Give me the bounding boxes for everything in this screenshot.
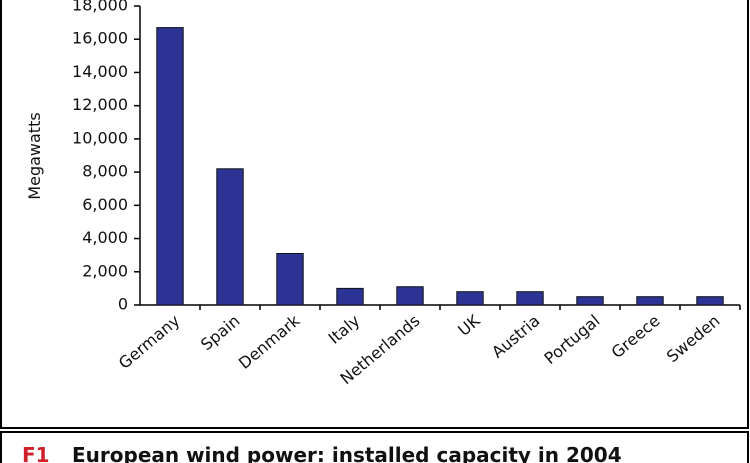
y-axis-label: Megawatts [25,112,44,199]
x-tick-label: Austria [488,311,544,362]
bar [276,253,304,306]
y-tick-label: 0 [118,295,128,314]
x-tick-label: Spain [197,311,243,354]
chart-frame [0,0,749,429]
y-tick-label: 8,000 [82,162,128,181]
x-tick-label: Sweden [663,311,724,366]
bar [336,287,364,306]
bar [396,286,424,306]
y-tick-label: 4,000 [82,228,128,247]
x-tick-label: Denmark [235,310,304,372]
bar [576,296,604,306]
y-tick-label: 10,000 [72,128,128,147]
bar [696,296,724,306]
caption-frame [0,431,749,463]
y-tick-label: 6,000 [82,195,128,214]
bar [456,291,484,306]
y-tick-label: 14,000 [72,62,128,81]
caption-number: F1 [22,443,50,463]
x-tick-label: Greece [608,311,664,362]
y-tick-label: 18,000 [72,0,128,15]
x-tick-label: Portugal [540,311,603,368]
bar [636,296,664,306]
bar [516,291,544,306]
y-tick-label: 12,000 [72,95,128,114]
caption: European wind power: installed capacity … [72,443,622,463]
bar [156,27,184,306]
x-tick-label: Italy [325,311,364,348]
x-tick-label: Germany [115,311,184,373]
y-tick-label: 16,000 [72,29,128,48]
bar [216,168,244,306]
x-tick-label: UK [454,311,484,340]
y-tick-label: 2,000 [82,261,128,280]
